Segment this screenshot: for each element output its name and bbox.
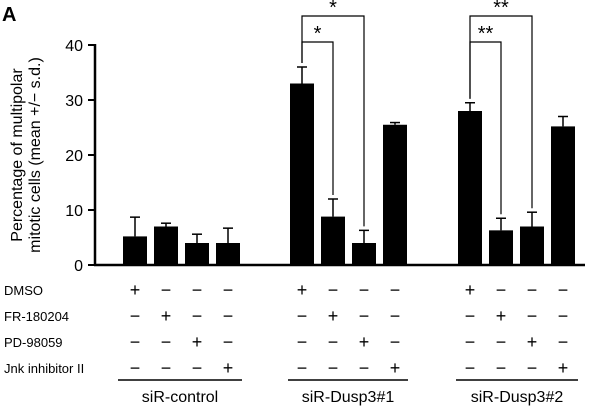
y-axis-label-line: Percentage of multipolar (9, 68, 26, 242)
treatment-sign: − (223, 306, 234, 326)
bar (123, 236, 147, 265)
treatment-sign: + (297, 280, 308, 300)
treatment-sign: − (297, 332, 308, 352)
treatment-row-label: Jnk inhibitor II (4, 361, 84, 376)
bar (458, 111, 482, 265)
bar (185, 243, 209, 265)
treatment-sign: − (527, 358, 538, 378)
treatment-sign: − (496, 332, 507, 352)
treatment-sign: − (527, 306, 538, 326)
treatment-sign: + (192, 332, 203, 352)
treatment-sign: + (161, 306, 172, 326)
treatment-sign: − (161, 358, 172, 378)
treatment-sign: − (328, 332, 339, 352)
treatment-sign: − (130, 306, 141, 326)
bar (489, 230, 513, 265)
treatment-sign: − (390, 280, 401, 300)
treatment-sign: − (161, 280, 172, 300)
panel-label: A (2, 4, 16, 26)
group-label: siR-control (142, 389, 218, 406)
significance-stars: ** (478, 23, 494, 45)
treatment-row-label: FR-180204 (4, 309, 69, 324)
treatment-sign: − (297, 306, 308, 326)
treatment-sign: + (223, 358, 234, 378)
treatment-sign: − (328, 358, 339, 378)
bar (520, 226, 544, 265)
treatment-sign: − (359, 306, 370, 326)
treatment-sign: − (161, 332, 172, 352)
treatment-sign: + (390, 358, 401, 378)
treatment-sign: + (558, 358, 569, 378)
treatment-row-label: PD-98059 (4, 335, 63, 350)
bar (154, 226, 178, 265)
treatment-sign: − (223, 332, 234, 352)
y-tick-label: 0 (74, 258, 83, 275)
treatment-sign: + (359, 332, 370, 352)
y-tick-label: 40 (65, 38, 83, 55)
y-axis-label: Percentage of multipolar mitotic cells (m… (9, 57, 44, 253)
bar (216, 243, 240, 265)
treatment-sign: − (192, 306, 203, 326)
treatment-sign: − (359, 358, 370, 378)
treatment-sign: − (496, 358, 507, 378)
treatment-sign: − (465, 332, 476, 352)
bar (290, 83, 314, 265)
treatment-sign: + (130, 280, 141, 300)
bar (551, 126, 575, 266)
treatment-sign: − (130, 332, 141, 352)
treatment-sign: − (192, 280, 203, 300)
treatment-sign: − (223, 280, 234, 300)
treatment-sign: − (558, 280, 569, 300)
treatment-sign: − (130, 358, 141, 378)
treatment-sign: + (496, 306, 507, 326)
treatment-sign: − (390, 332, 401, 352)
treatment-sign: − (192, 358, 203, 378)
bar (352, 243, 376, 265)
significance-stars: * (314, 23, 322, 45)
treatment-sign: − (465, 306, 476, 326)
treatment-sign: − (297, 358, 308, 378)
group-label: siR-Dusp3#1 (302, 389, 395, 406)
treatment-sign: − (465, 358, 476, 378)
bar (383, 124, 407, 265)
significance-stars: * (329, 0, 337, 19)
treatment-sign: − (390, 306, 401, 326)
y-axis-label-line: mitotic cells (mean +/− s.d.) (27, 57, 44, 253)
treatment-sign: − (558, 306, 569, 326)
treatment-row-label: DMSO (4, 283, 43, 298)
group-labels: siR-control siR-Dusp3#1 siR-Dusp3#2 (118, 379, 578, 406)
significance-stars: ** (493, 0, 509, 19)
treatment-sign: − (328, 280, 339, 300)
treatment-table: DMSO + − − − + − − − + − − −FR-180204− + − − − + − − − + − −PD-… (4, 280, 568, 378)
treatment-sign: + (328, 306, 339, 326)
treatment-sign: − (496, 280, 507, 300)
y-tick-label: 30 (65, 93, 83, 110)
treatment-sign: + (527, 332, 538, 352)
significance-bracket (469, 15, 533, 209)
bar (321, 216, 345, 265)
significance-annotations: ****** (301, 0, 533, 227)
bars (123, 66, 575, 266)
treatment-sign: + (465, 280, 476, 300)
group-label: siR-Dusp3#2 (471, 389, 564, 406)
y-tick-label: 20 (65, 148, 83, 165)
significance-bracket (301, 15, 365, 227)
treatment-sign: − (558, 332, 569, 352)
treatment-sign: − (359, 280, 370, 300)
treatment-sign: − (527, 280, 538, 300)
y-tick-label: 10 (65, 203, 83, 220)
